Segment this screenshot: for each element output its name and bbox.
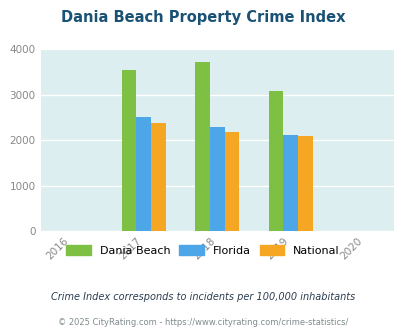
Text: Dania Beach Property Crime Index: Dania Beach Property Crime Index <box>61 10 344 25</box>
Bar <box>121 70 136 231</box>
Bar <box>297 136 312 231</box>
Bar <box>268 91 283 231</box>
Bar <box>283 135 297 231</box>
Bar <box>209 127 224 231</box>
Legend: Dania Beach, Florida, National: Dania Beach, Florida, National <box>62 241 343 260</box>
Text: Crime Index corresponds to incidents per 100,000 inhabitants: Crime Index corresponds to incidents per… <box>51 292 354 302</box>
Bar <box>224 132 239 231</box>
Text: © 2025 CityRating.com - https://www.cityrating.com/crime-statistics/: © 2025 CityRating.com - https://www.city… <box>58 318 347 327</box>
Bar <box>151 123 165 231</box>
Bar <box>195 62 209 231</box>
Bar <box>136 116 151 231</box>
